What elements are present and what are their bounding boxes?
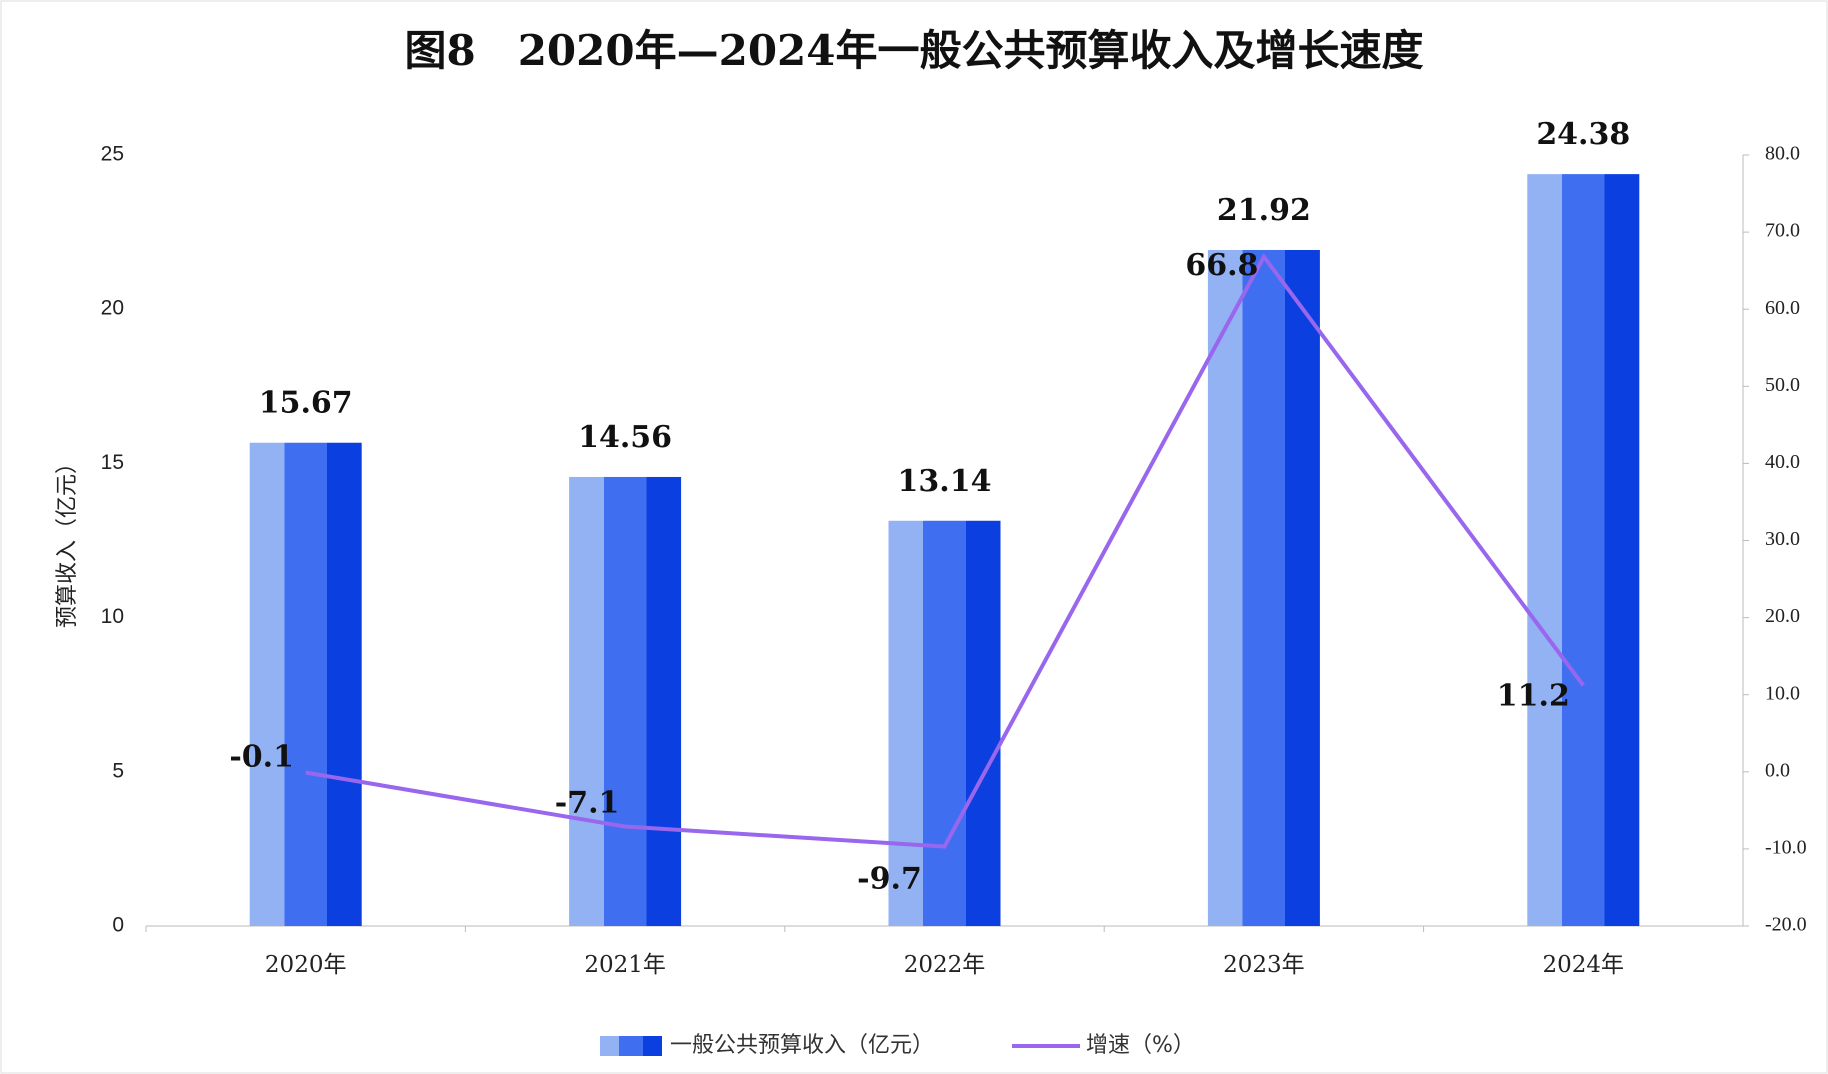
legend-label: 一般公共预算收入（亿元） — [670, 1033, 934, 1058]
y2-tick-label: 50.0 — [1765, 374, 1800, 396]
y2-tick-label: 70.0 — [1765, 220, 1800, 242]
bar-value-label: 15.67 — [259, 386, 353, 421]
x-tick-label: 2023年 — [1223, 952, 1305, 978]
x-tick-label: 2020年 — [265, 952, 347, 978]
y2-tick-label: 80.0 — [1765, 143, 1800, 165]
y-tick-label: 10 — [101, 605, 124, 628]
chart-title: 图8 2020年—2024年一般公共预算收入及增长速度 — [404, 26, 1423, 75]
y2-tick-label: 20.0 — [1765, 605, 1800, 627]
line-value-label: -7.1 — [555, 786, 620, 821]
line-value-label: 66.8 — [1185, 248, 1258, 283]
bar — [1207, 249, 1320, 927]
legend-label: 增速（%） — [1086, 1033, 1195, 1058]
y-tick-label: 0 — [112, 914, 124, 937]
y2-tick-label: 0.0 — [1765, 759, 1790, 781]
bar — [569, 476, 682, 926]
bar-value-label: 24.38 — [1536, 117, 1630, 152]
y-tick-label: 20 — [101, 297, 124, 320]
bar — [1527, 174, 1640, 927]
y2-tick-label: 10.0 — [1765, 682, 1800, 704]
y2-tick-label: 40.0 — [1765, 451, 1800, 473]
y-tick-label: 5 — [112, 759, 124, 782]
line-value-label: -0.1 — [229, 740, 294, 775]
bar — [888, 520, 1001, 926]
bar-value-label: 13.14 — [898, 464, 992, 499]
legend-swatch — [600, 1036, 662, 1056]
y-axis-label: 预算收入（亿元） — [55, 452, 80, 628]
y2-tick-label: 30.0 — [1765, 528, 1800, 550]
x-tick-label: 2021年 — [584, 952, 666, 978]
y-tick-label: 25 — [101, 143, 124, 166]
bar-value-label: 14.56 — [578, 420, 672, 455]
x-tick-label: 2022年 — [904, 952, 986, 978]
y2-tick-label: -20.0 — [1765, 914, 1807, 936]
y2-tick-label: 60.0 — [1765, 297, 1800, 319]
y2-tick-label: -10.0 — [1765, 836, 1807, 858]
bar-value-label: 21.92 — [1217, 193, 1311, 228]
y-tick-label: 15 — [101, 451, 124, 474]
line-value-label: -9.7 — [857, 862, 922, 897]
line-value-label: 11.2 — [1497, 678, 1570, 713]
growth-line — [305, 253, 1585, 849]
x-tick-label: 2024年 — [1543, 952, 1625, 978]
bar — [249, 442, 362, 926]
